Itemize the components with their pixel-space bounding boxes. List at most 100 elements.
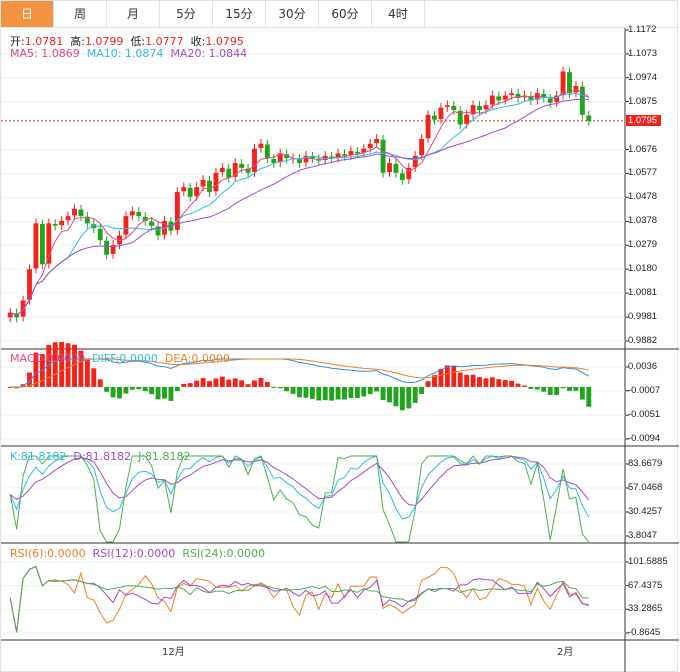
tab-7[interactable]: 4时 — [372, 1, 425, 27]
ma-header: MA5: 1.0869 MA10: 1.0874 MA20: 1.0844 — [10, 47, 247, 60]
axis-label: 57.0468 — [628, 482, 663, 493]
candle-body — [464, 114, 470, 124]
candle-body — [33, 223, 39, 269]
candle-body — [303, 155, 309, 163]
candle-body — [123, 216, 129, 235]
candle-body — [213, 172, 219, 192]
candle-body — [297, 158, 302, 164]
macd-bar — [335, 386, 341, 400]
candle-body — [335, 153, 341, 158]
macd-bar — [239, 380, 245, 387]
macd-bar — [303, 386, 309, 398]
candle-body — [91, 224, 97, 229]
macd-bar — [567, 386, 572, 391]
macd-bar — [316, 386, 322, 401]
macd-bar — [142, 386, 148, 392]
rsi24-label: RSI(24):0.0000 — [182, 547, 265, 560]
macd-bar — [232, 378, 238, 387]
high-value: 1.0799 — [84, 35, 124, 48]
candle-body — [271, 158, 277, 164]
kline-chart[interactable] — [1, 28, 679, 672]
macd-bar — [136, 386, 142, 390]
candle-body — [46, 223, 52, 264]
macd-bar — [361, 386, 367, 397]
macd-bar — [219, 376, 225, 387]
dea-line — [10, 358, 589, 388]
candle-body — [399, 173, 405, 180]
macd-bar — [104, 386, 110, 392]
macd-bar — [290, 386, 296, 394]
candle-body — [348, 151, 354, 156]
macd-bar — [322, 386, 328, 401]
candle-body — [72, 208, 77, 216]
macd-bar — [174, 386, 180, 392]
candle-body — [226, 168, 232, 178]
candle-body — [361, 148, 367, 153]
macd-bar — [162, 386, 167, 399]
axis-label: 0.9882 — [628, 335, 658, 346]
candle-body — [432, 115, 437, 120]
macd-bar — [194, 380, 200, 387]
macd-bar — [226, 379, 232, 387]
j-label: J:81.8182 — [138, 450, 191, 463]
candle-body — [425, 114, 431, 139]
ohlc-header: 开:1.0781 高:1.0799 低:1.0777 收:1.0795 — [10, 33, 244, 49]
macd-bar — [380, 386, 386, 400]
tab-5[interactable]: 30分 — [266, 1, 319, 27]
tab-2[interactable]: 月 — [107, 1, 160, 27]
period-tabs: 日周月 5分 15分 30分 60分 4时 — [0, 0, 678, 28]
macd-bar — [387, 386, 392, 403]
candle-body — [59, 220, 65, 226]
axis-label: 1.0081 — [628, 287, 658, 299]
macd-bar — [354, 386, 360, 398]
macd-bar — [213, 378, 219, 387]
candle-body — [284, 154, 290, 159]
candle-body — [258, 143, 264, 148]
candle-body — [509, 93, 515, 95]
macd-bar — [451, 366, 457, 387]
candle-body — [515, 93, 521, 98]
axis-label: 1.0875 — [628, 95, 658, 107]
candle-body — [78, 209, 84, 217]
candle-body — [187, 187, 193, 197]
candle-body — [451, 105, 457, 111]
candle-body — [367, 143, 373, 148]
rsi6-label: RSI(6):0.0000 — [10, 547, 86, 560]
axis-label: -0.0007 — [628, 384, 661, 396]
macd-bar — [123, 386, 129, 394]
candle-body — [309, 156, 315, 159]
candle-body — [470, 105, 476, 115]
candle-body — [20, 300, 26, 317]
candle-body — [245, 168, 251, 173]
tab-1[interactable]: 周 — [54, 1, 107, 27]
macd-bar — [207, 381, 212, 387]
macd-bar — [181, 383, 187, 387]
tab-3[interactable]: 5分 — [160, 1, 213, 27]
macd-bar — [33, 352, 39, 387]
k-label: K:81.8182 — [10, 450, 67, 463]
tab-4[interactable]: 15分 — [213, 1, 266, 27]
macd-bar — [554, 386, 560, 396]
macd-bar — [27, 372, 32, 387]
axis-label: 67.4375 — [628, 579, 663, 591]
j-line — [9, 455, 590, 543]
macd-bar — [367, 386, 373, 395]
tab-6[interactable]: 60分 — [319, 1, 372, 27]
candle-body — [387, 163, 392, 172]
macd-bar — [502, 379, 508, 387]
close-label: 收: — [190, 35, 206, 48]
macd-bar — [483, 378, 489, 387]
macd-bar — [573, 386, 579, 391]
ma20-label: MA20: 1.0844 — [170, 47, 248, 60]
candle-body — [489, 95, 495, 105]
axis-label: 3.8047 — [628, 530, 658, 541]
axis-label: 1.0974 — [628, 71, 658, 83]
tab-0[interactable]: 日 — [1, 1, 54, 27]
ma20-line — [10, 98, 589, 316]
candle-body — [207, 180, 212, 193]
candle-body — [541, 93, 547, 98]
macd-bar — [464, 374, 470, 387]
candle-body — [528, 96, 534, 101]
candle-body — [412, 155, 418, 168]
candle-body — [239, 163, 245, 168]
